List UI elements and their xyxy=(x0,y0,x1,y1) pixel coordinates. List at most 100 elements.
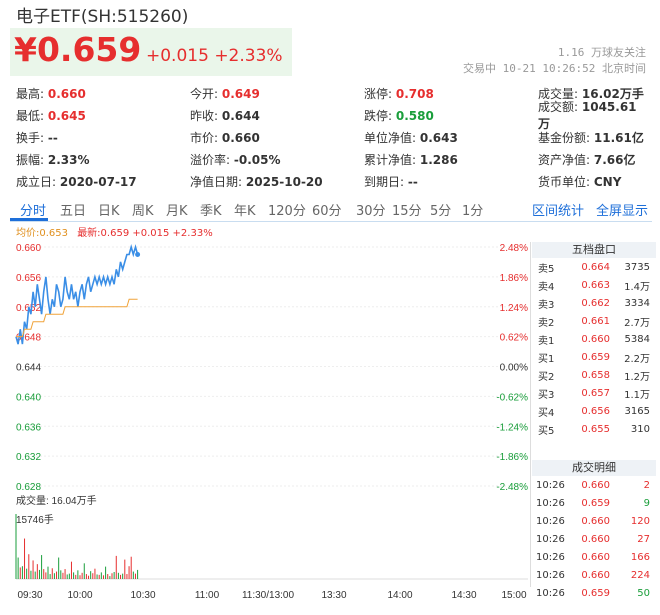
trade-row: 10:26 0.659 9 xyxy=(532,494,656,512)
x-tick: 10:00 xyxy=(67,590,92,601)
chart-legend: 均价:0.653 最新:0.659 +0.015 +2.33% xyxy=(16,224,213,239)
order-book-price: 0.655 xyxy=(581,423,610,435)
trade-vol: 120 xyxy=(630,515,650,527)
x-tick: 13:30 xyxy=(321,590,346,601)
y-price-tick: 0.632 xyxy=(16,452,41,463)
tab-4[interactable]: 月K xyxy=(166,204,188,219)
order-book-row: 买5 0.655 310 xyxy=(532,420,656,438)
stat-cell: 净值日期: 2025-10-20 xyxy=(190,173,364,190)
order-book-row: 卖3 0.662 3334 xyxy=(532,294,656,312)
stat-cell: 昨收: 0.644 xyxy=(190,107,364,124)
stat-label: 资产净值: xyxy=(538,152,591,167)
price-highlight xyxy=(10,28,292,76)
tab-7[interactable]: 120分 xyxy=(268,204,306,219)
tab-0[interactable]: 分时 xyxy=(20,204,47,219)
stat-label: 成交额: xyxy=(538,100,579,114)
stat-label: 跌停: xyxy=(364,108,393,123)
trade-price: 0.660 xyxy=(581,569,610,581)
x-tick: 09:30 xyxy=(17,590,42,601)
stat-value: 16.02万手 xyxy=(581,86,644,101)
stat-label: 溢价率: xyxy=(190,152,231,167)
order-book-row: 买2 0.658 1.2万 xyxy=(532,366,656,384)
order-book-vol: 3165 xyxy=(624,405,650,417)
stat-label: 振幅: xyxy=(16,152,45,167)
tab-1[interactable]: 五日 xyxy=(60,204,87,219)
stat-label: 最高: xyxy=(16,86,45,101)
order-book-price: 0.656 xyxy=(581,405,610,417)
stat-label: 成交量: xyxy=(538,86,579,101)
trade-row: 10:26 0.660 27 xyxy=(532,530,656,548)
trade-time: 10:26 xyxy=(536,533,565,545)
order-book-price: 0.663 xyxy=(581,279,610,291)
order-book-vol: 1.1万 xyxy=(624,389,650,401)
tab-5[interactable]: 季K xyxy=(200,204,222,219)
x-tick: 15:00 xyxy=(501,590,526,601)
fullscreen-link[interactable]: 全屏显示 xyxy=(596,204,649,219)
order-book-vol: 5384 xyxy=(624,333,650,345)
x-tick: 11:00 xyxy=(195,590,220,601)
y-price-tick: 0.628 xyxy=(16,482,41,493)
tab-8[interactable]: 60分 xyxy=(312,204,342,219)
stats-row: 成立日: 2020-07-17 净值日期: 2025-10-20 到期日: -- 货币… xyxy=(16,170,646,192)
trade-price: 0.659 xyxy=(581,497,610,509)
trade-time: 10:26 xyxy=(536,515,565,527)
stat-label: 涨停: xyxy=(364,86,393,101)
stat-value: 7.66亿 xyxy=(593,152,636,167)
order-book-label: 买3 xyxy=(538,389,555,401)
order-book-label: 卖4 xyxy=(538,281,555,293)
x-tick: 11:30/13:00 xyxy=(242,590,295,601)
stat-label: 市价: xyxy=(190,130,219,145)
legend-avg-price: 均价:0.653 xyxy=(16,228,68,239)
stat-label: 基金份额: xyxy=(538,130,591,145)
stat-label: 昨收: xyxy=(190,108,219,123)
tab-11[interactable]: 5分 xyxy=(430,204,452,219)
stat-value: 0.643 xyxy=(419,130,458,145)
tab-10[interactable]: 15分 xyxy=(392,204,422,219)
trade-row: 10:26 0.660 120 xyxy=(532,512,656,530)
trade-price: 0.660 xyxy=(581,533,610,545)
x-tick: 14:00 xyxy=(387,590,412,601)
trade-price: 0.660 xyxy=(581,479,610,491)
price-change: +0.015 +2.33% xyxy=(146,46,283,66)
range-stats-link[interactable]: 区间统计 xyxy=(532,204,585,219)
order-book-row: 卖1 0.660 5384 xyxy=(532,330,656,348)
y-pct-tick: -1.86% xyxy=(496,452,528,463)
trade-row: 10:26 0.659 50 xyxy=(532,584,656,602)
current-price: ¥0.659 xyxy=(14,30,142,69)
y-pct-tick: -0.62% xyxy=(496,392,528,403)
intraday-chart[interactable]: 0.6600.6560.6520.6480.6440.6400.6360.632… xyxy=(0,236,530,615)
tab-2[interactable]: 日K xyxy=(98,204,120,219)
order-book: 五档盘口 卖5 0.664 3735 卖4 0.663 1.4万 卖3 0.662 3334 卖2… xyxy=(532,242,656,438)
stat-value: CNY xyxy=(593,174,622,189)
stat-value: 0.660 xyxy=(47,86,86,101)
stat-cell: 今开: 0.649 xyxy=(190,85,364,102)
order-book-row: 买4 0.656 3165 xyxy=(532,402,656,420)
tab-9[interactable]: 30分 xyxy=(356,204,386,219)
y-price-tick: 0.660 xyxy=(16,243,41,254)
tab-3[interactable]: 周K xyxy=(132,204,154,219)
stat-cell: 涨停: 0.708 xyxy=(364,85,538,102)
order-book-price: 0.661 xyxy=(581,315,610,327)
volume-label: 成交量: 16.04万手 xyxy=(16,494,97,507)
trade-price: 0.660 xyxy=(581,515,610,527)
trade-vol: 9 xyxy=(643,497,650,509)
stat-cell: 货币单位: CNY xyxy=(538,173,646,190)
order-book-label: 买4 xyxy=(538,407,555,419)
tab-6[interactable]: 年K xyxy=(234,204,256,219)
trade-vol: 166 xyxy=(630,551,650,563)
y-pct-tick: 0.62% xyxy=(500,333,528,344)
order-book-label: 买1 xyxy=(538,353,555,365)
followers-count: 1.16 万球友关注 xyxy=(557,46,646,59)
order-book-label: 卖5 xyxy=(538,263,555,275)
trade-vol: 50 xyxy=(637,587,650,599)
stat-value: 2.33% xyxy=(47,152,90,167)
order-book-vol: 3735 xyxy=(624,261,650,273)
stat-cell: 最低: 0.645 xyxy=(16,107,190,124)
order-book-price: 0.657 xyxy=(581,387,610,399)
stat-value: -0.05% xyxy=(233,152,281,167)
y-price-tick: 0.636 xyxy=(16,422,41,433)
tab-12[interactable]: 1分 xyxy=(462,204,484,219)
trade-time: 10:26 xyxy=(536,587,565,599)
panel-divider xyxy=(530,242,531,587)
order-book-price: 0.660 xyxy=(581,333,610,345)
